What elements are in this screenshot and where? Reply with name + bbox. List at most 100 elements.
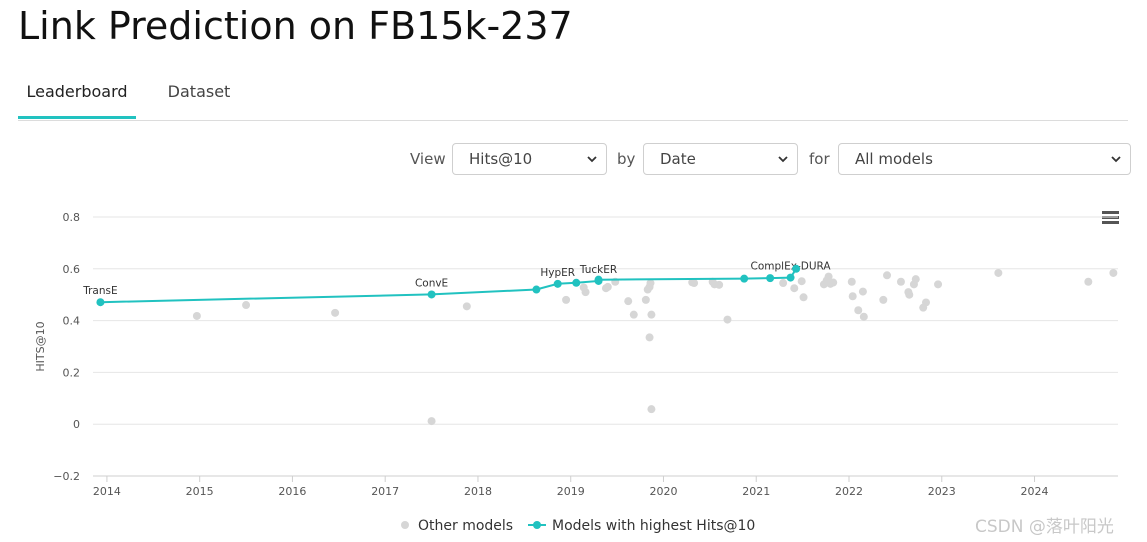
- best-model-label: HypER: [540, 267, 575, 279]
- x-tick-label: 2023: [928, 485, 956, 498]
- x-tick-label: 2019: [557, 485, 585, 498]
- tab-bar: Leaderboard Dataset: [18, 70, 1128, 121]
- other-model-point: [192, 311, 201, 320]
- other-model-point: [462, 302, 471, 311]
- other-model-point: [1109, 268, 1118, 277]
- view-label: View: [410, 150, 446, 168]
- best-model-point: [786, 273, 795, 282]
- page-title: Link Prediction on FB15k-237: [18, 4, 573, 48]
- other-model-point: [848, 292, 857, 301]
- other-model-point: [723, 315, 732, 324]
- other-model-point: [911, 275, 920, 284]
- best-model-label: ConvE: [415, 277, 448, 289]
- best-model-label: TuckER: [579, 264, 617, 276]
- chevron-down-icon: [778, 156, 788, 163]
- y-tick-label: 0.2: [63, 366, 81, 379]
- x-tick-label: 2014: [93, 485, 121, 498]
- sort-select[interactable]: Date: [643, 143, 798, 175]
- other-model-point: [858, 287, 867, 296]
- chevron-down-icon: [1111, 156, 1121, 163]
- y-tick-label: −0.2: [53, 470, 80, 483]
- other-model-point: [994, 268, 1003, 277]
- legend-best-label: Models with highest Hits@10: [552, 518, 755, 534]
- other-model-point: [896, 277, 905, 286]
- best-model-point: [427, 290, 436, 299]
- grid-lines: [93, 216, 1118, 477]
- other-model-point: [581, 288, 590, 297]
- other-model-point: [779, 279, 788, 288]
- watermark: CSDN @落叶阳光: [975, 517, 1114, 537]
- other-model-point: [826, 279, 835, 288]
- other-model-point: [854, 306, 863, 315]
- other-model-point: [919, 303, 928, 312]
- other-model-point: [647, 405, 656, 414]
- tab-leaderboard[interactable]: Leaderboard: [18, 70, 136, 119]
- best-model-point: [594, 276, 603, 285]
- best-models-series: TransE ConvE HypER TuckER ComplEx-DURA: [82, 261, 831, 307]
- other-model-point: [647, 310, 656, 319]
- other-model-point: [790, 284, 799, 293]
- x-tick-label: 2015: [186, 485, 214, 498]
- other-model-point: [905, 290, 914, 299]
- other-model-point: [690, 279, 699, 288]
- other-model-point: [909, 280, 918, 289]
- other-model-point: [579, 283, 588, 292]
- other-model-point: [904, 288, 913, 297]
- other-model-point: [710, 280, 719, 289]
- other-model-point: [624, 297, 633, 306]
- best-model-point: [96, 298, 105, 307]
- other-model-point: [645, 333, 654, 342]
- best-model-point: [766, 274, 775, 283]
- y-tick-label: 0: [73, 418, 80, 431]
- other-model-point: [879, 295, 888, 304]
- axes: 0.8 0.6 0.4 0.2 0 −0.2 2014 2015 2016 2017 2018 201…: [34, 211, 1118, 498]
- other-model-point: [708, 277, 717, 286]
- x-tick-label: 2024: [1021, 485, 1049, 498]
- chevron-down-icon: [587, 156, 597, 163]
- tab-dataset[interactable]: Dataset: [167, 82, 231, 101]
- best-model-label: ComplEx-DURA: [751, 261, 832, 273]
- other-model-point: [797, 277, 806, 286]
- by-label: by: [617, 150, 636, 168]
- best-model-point: [532, 285, 541, 294]
- other-model-point: [242, 301, 251, 310]
- other-model-point: [629, 310, 638, 319]
- other-model-point: [562, 295, 571, 304]
- legend-other-marker: [401, 521, 409, 529]
- other-models-series: [192, 268, 1118, 426]
- other-model-point: [921, 298, 930, 307]
- other-model-point: [603, 282, 612, 291]
- other-model-point: [611, 277, 620, 286]
- other-model-point: [859, 312, 868, 321]
- x-tick-label: 2021: [742, 485, 770, 498]
- other-model-point: [715, 280, 724, 289]
- other-model-point: [331, 308, 340, 317]
- other-model-point: [829, 278, 838, 287]
- y-tick-label: 0.8: [63, 211, 81, 224]
- x-tick-label: 2017: [371, 485, 399, 498]
- other-model-point: [427, 417, 436, 426]
- legend-best-marker: [533, 521, 541, 529]
- other-model-point: [819, 280, 828, 289]
- chart-menu-icon[interactable]: [1102, 211, 1120, 227]
- other-model-point: [824, 272, 833, 281]
- metric-select[interactable]: Hits@10: [452, 143, 607, 175]
- other-model-point: [643, 285, 652, 294]
- legend-other-label: Other models: [418, 518, 513, 534]
- filter-select[interactable]: All models: [838, 143, 1131, 175]
- other-model-point: [822, 276, 831, 285]
- other-model-point: [601, 284, 610, 293]
- best-model-point: [792, 264, 801, 273]
- y-tick-label: 0.4: [63, 315, 81, 328]
- chart-legend: Other models Models with highest Hits@10: [401, 518, 755, 534]
- best-model-point: [572, 278, 581, 287]
- best-model-point: [740, 274, 749, 283]
- best-model-point: [553, 279, 562, 288]
- for-label: for: [809, 150, 830, 168]
- sort-select-value: Date: [660, 150, 696, 168]
- best-model-line: [100, 268, 797, 304]
- other-model-point: [641, 295, 650, 304]
- other-model-point: [646, 279, 655, 288]
- x-tick-label: 2020: [649, 485, 677, 498]
